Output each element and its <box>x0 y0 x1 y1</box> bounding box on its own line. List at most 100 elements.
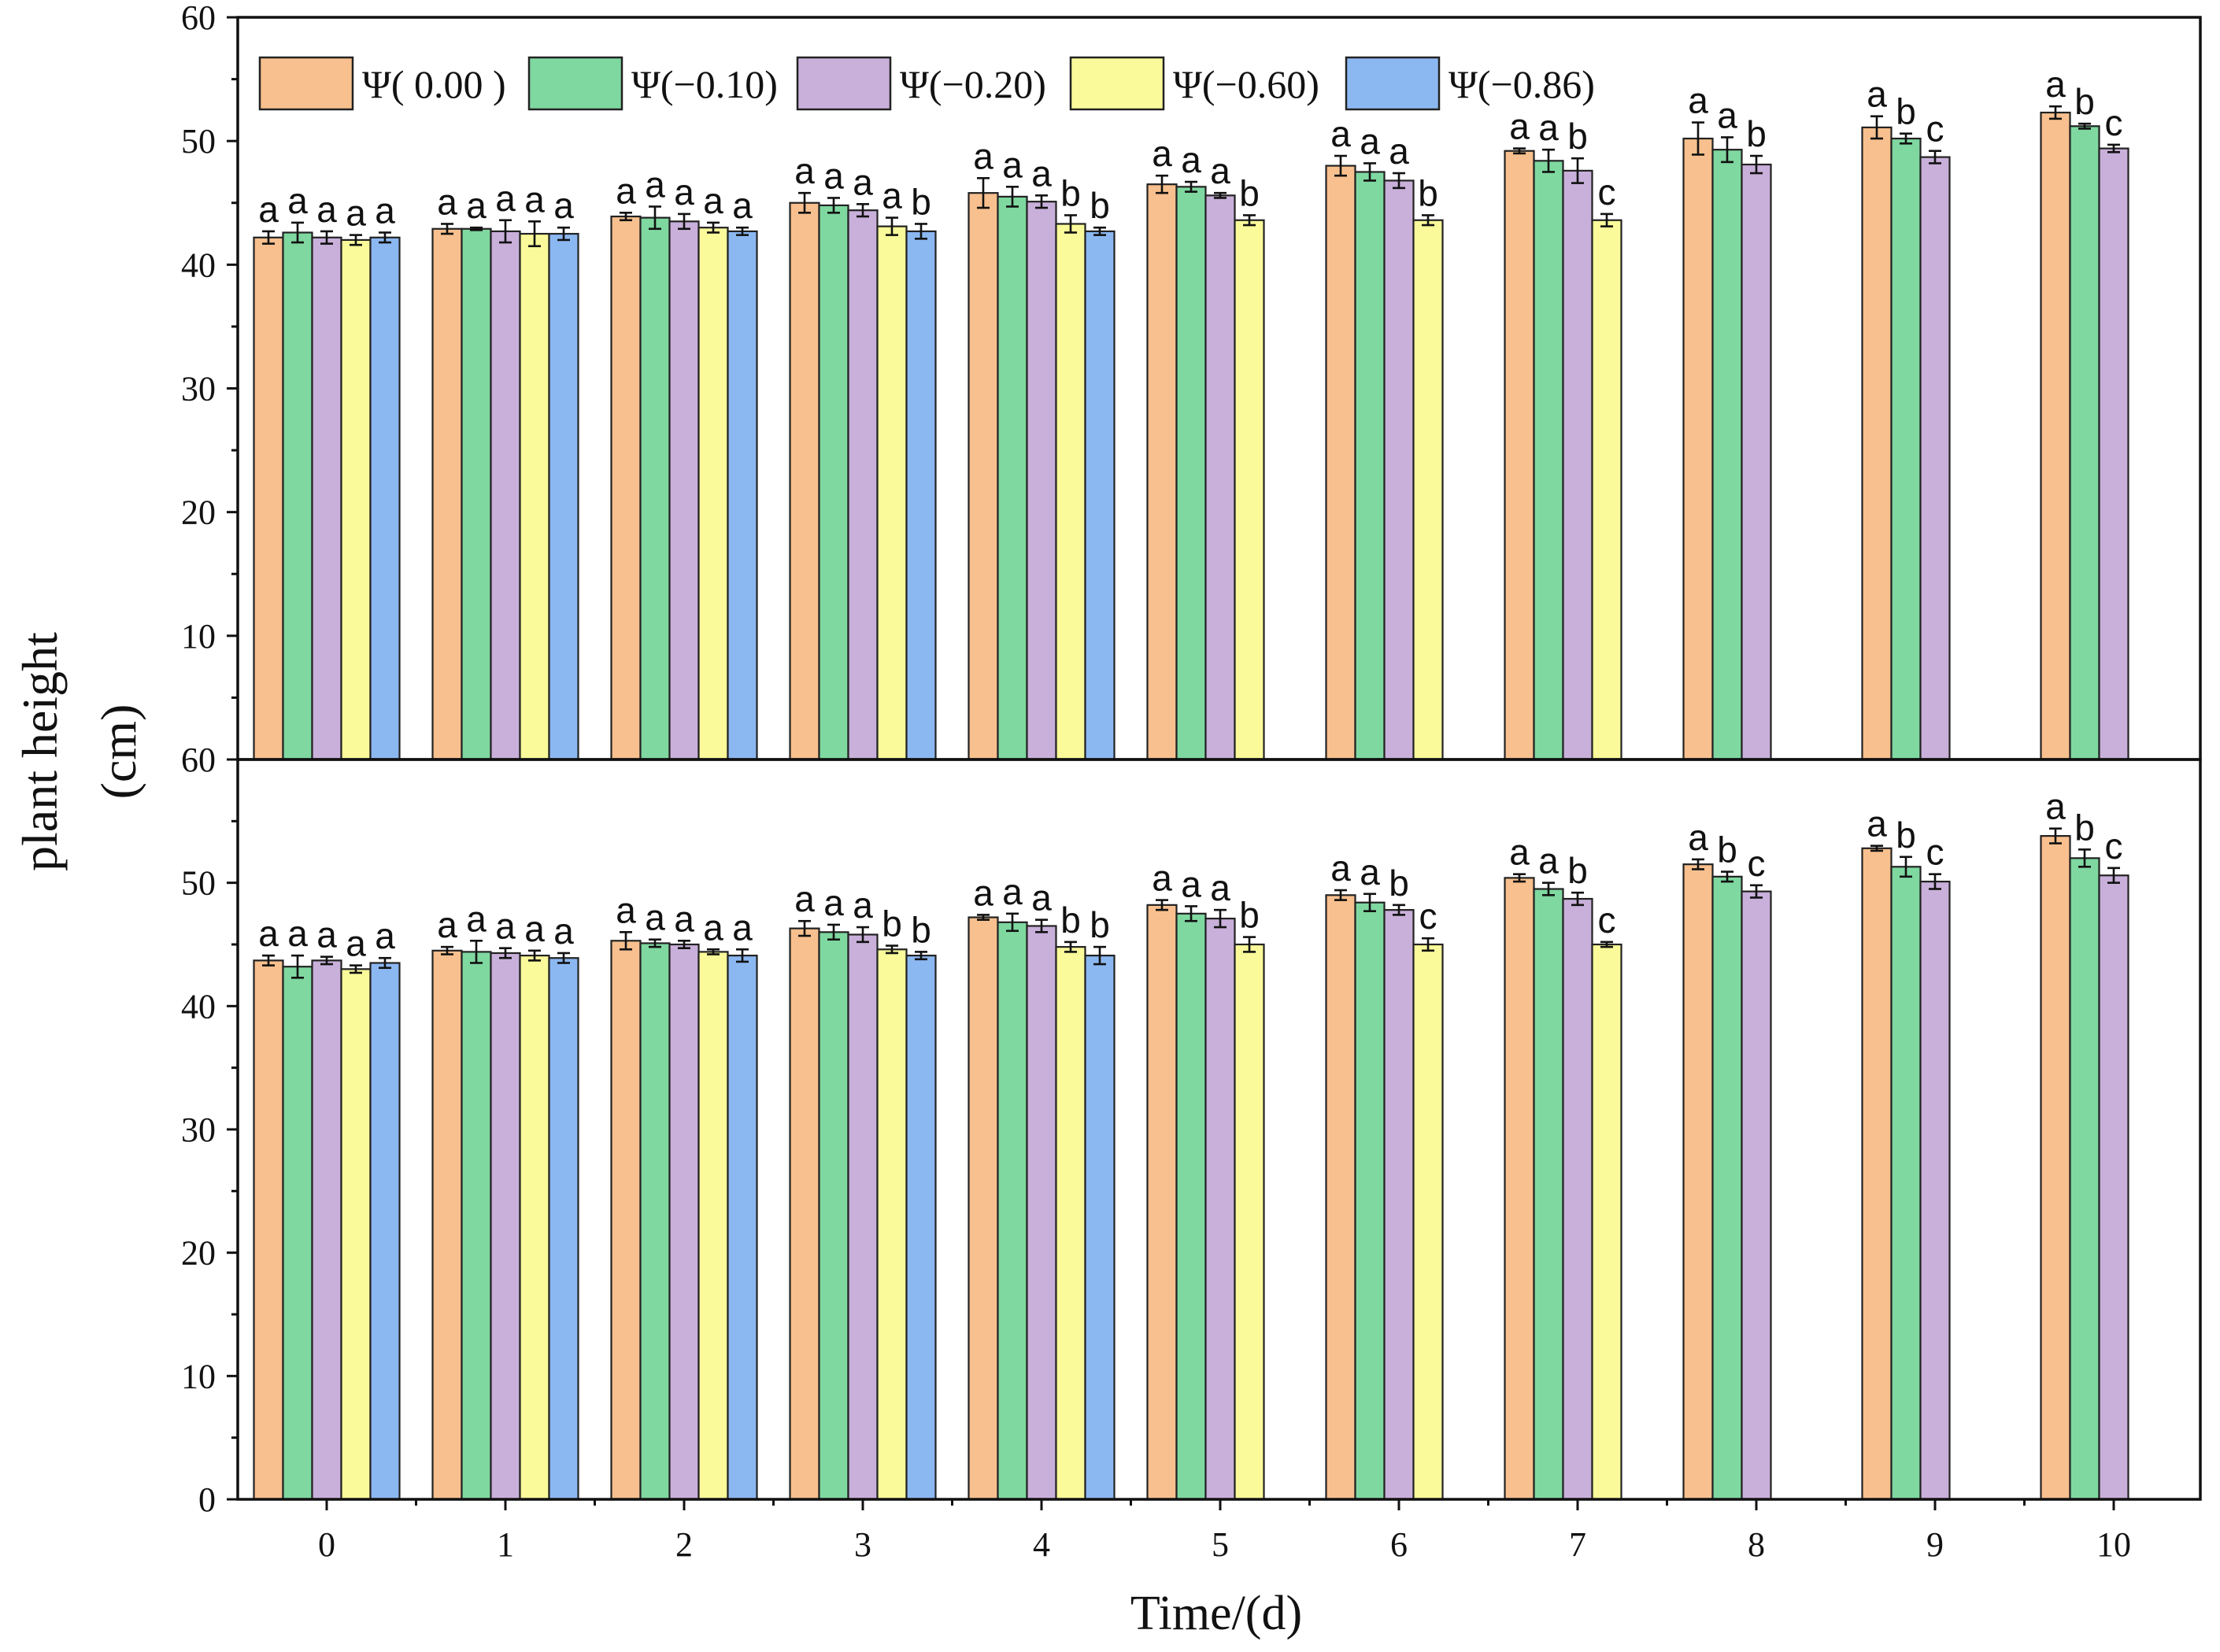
legend-swatch <box>1069 56 1165 111</box>
bar <box>1861 126 1893 761</box>
significance-letter: b <box>1418 172 1438 213</box>
x-tick-label: 2 <box>675 1525 693 1564</box>
significance-letter: a <box>645 897 665 938</box>
significance-letter: a <box>287 913 308 954</box>
y-tick-label: 30 <box>181 1111 216 1149</box>
bar <box>1682 137 1714 761</box>
bar <box>519 232 550 761</box>
bar <box>1325 894 1356 1501</box>
significance-letter: a <box>287 180 308 221</box>
significance-letter: a <box>1360 852 1380 893</box>
bar <box>1234 219 1265 761</box>
bar <box>2069 857 2100 1501</box>
bar <box>431 949 463 1501</box>
bar <box>548 957 579 1501</box>
significance-letter: b <box>1567 850 1588 891</box>
bar <box>1504 150 1535 761</box>
significance-letter: a <box>1181 139 1201 180</box>
significance-letter: a <box>732 185 753 226</box>
significance-letter: a <box>553 185 574 226</box>
bar <box>1383 909 1415 1501</box>
significance-letter: a <box>616 889 636 930</box>
y-tick-label: 60 <box>181 0 216 37</box>
significance-letter: a <box>1688 817 1708 858</box>
significance-letter: a <box>794 150 815 191</box>
bar <box>1919 156 1951 761</box>
bar <box>461 227 492 761</box>
bar <box>1084 230 1116 761</box>
bar <box>610 940 642 1501</box>
bar <box>668 220 700 761</box>
bar <box>1890 137 1922 761</box>
significance-letter: a <box>1389 131 1409 172</box>
bar <box>2098 874 2129 1501</box>
bar <box>369 236 401 761</box>
significance-letter: c <box>1926 832 1944 873</box>
significance-letter: c <box>2105 102 2123 143</box>
significance-letter: a <box>1152 858 1172 899</box>
x-tick-label: 5 <box>1212 1525 1229 1564</box>
significance-letter: a <box>495 906 516 947</box>
significance-letter: c <box>1419 896 1437 937</box>
significance-letter: a <box>703 907 723 948</box>
significance-letter: b <box>1090 904 1110 945</box>
bar <box>311 959 342 1501</box>
bar <box>1711 149 1743 761</box>
significance-letter: b <box>1567 116 1588 157</box>
bar <box>905 954 937 1501</box>
significance-letter: c <box>1598 172 1616 213</box>
significance-letter: b <box>1746 113 1767 154</box>
y-tick-label: 40 <box>181 987 216 1026</box>
significance-letter: a <box>616 170 636 211</box>
y-tick-label: 50 <box>181 122 216 161</box>
significance-letter: a <box>2045 786 2066 827</box>
significance-letter: a <box>823 155 844 196</box>
significance-letter: a <box>1717 94 1737 135</box>
bar <box>282 231 313 761</box>
significance-letter: b <box>1717 830 1737 870</box>
legend-label: Ψ(−0.20) <box>900 62 1046 106</box>
significance-letter: a <box>346 193 366 234</box>
significance-letter: a <box>1330 848 1351 889</box>
bar <box>1741 890 1772 1501</box>
bar <box>282 966 313 1501</box>
bar <box>1711 875 1743 1501</box>
legend-label: Ψ( 0.00 ) <box>362 62 506 106</box>
bar <box>668 943 700 1501</box>
bar <box>1204 917 1236 1501</box>
significance-letter: a <box>823 882 844 923</box>
bar <box>697 227 729 761</box>
bar <box>519 954 550 1501</box>
x-tick-label: 0 <box>318 1525 335 1564</box>
x-tick-label: 9 <box>1926 1525 1944 1564</box>
significance-letter: a <box>466 185 487 226</box>
legend-swatch <box>796 56 892 111</box>
y-tick-label: 50 <box>181 864 216 903</box>
y-tick-label: 0 <box>198 1480 216 1519</box>
significance-letter: b <box>1239 895 1260 936</box>
bar <box>997 195 1028 761</box>
bar <box>490 952 521 1501</box>
bar <box>1412 219 1444 761</box>
bar <box>340 238 372 761</box>
significance-letter: a <box>1031 153 1052 194</box>
bar <box>1234 943 1265 1501</box>
significance-letter: a <box>1688 80 1708 121</box>
significance-letter: b <box>911 909 931 950</box>
significance-letter: b <box>2074 81 2095 122</box>
significance-letter: a <box>973 872 993 913</box>
y-tick-label: 10 <box>181 1357 216 1395</box>
x-tick-label: 8 <box>1748 1525 1765 1564</box>
bar <box>1204 194 1236 761</box>
bar <box>253 236 284 761</box>
significance-letter: a <box>553 911 574 952</box>
significance-letter: b <box>1239 172 1260 213</box>
significance-letter: b <box>1896 91 1916 132</box>
bar <box>727 954 758 1501</box>
significance-letter: a <box>1867 804 1887 844</box>
significance-letter: b <box>911 181 931 222</box>
bar <box>340 968 372 1501</box>
